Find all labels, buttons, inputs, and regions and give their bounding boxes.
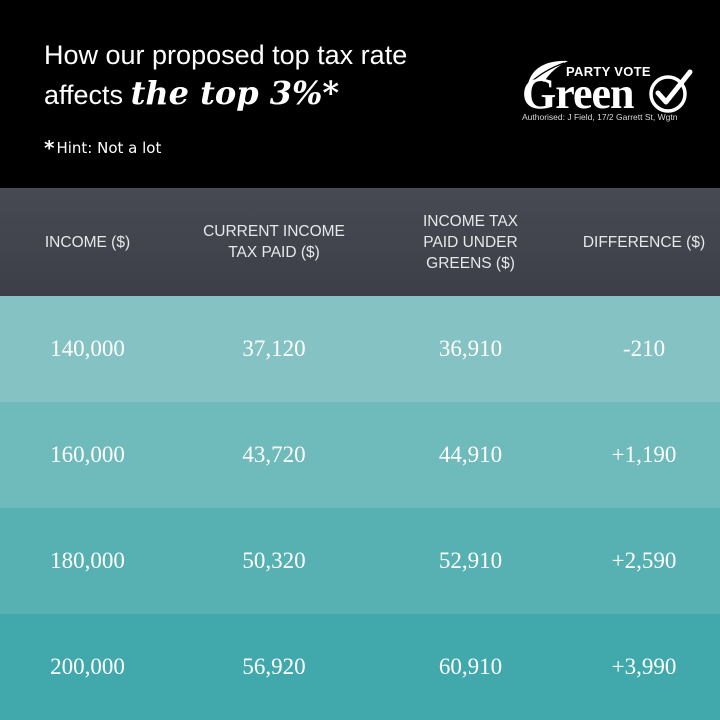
cell-difference: +3,990: [611, 654, 677, 679]
column-header-income: INCOME ($): [44, 233, 131, 251]
table-header: INCOME ($) CURRENT INCOME TAX PAID ($) I…: [0, 188, 720, 296]
column-header-difference: DIFFERENCE ($): [582, 233, 706, 251]
hint-text: Hint: Not a lot: [56, 139, 162, 157]
cell-difference: +1,190: [611, 442, 677, 467]
header: How our proposed top tax rate affects th…: [0, 0, 720, 188]
cell-income: 140,000: [50, 336, 125, 361]
cell-income: 200,000: [50, 654, 125, 679]
table-row: 160,000 43,720 44,910 +1,190: [0, 402, 720, 508]
table-row: 200,000 56,920 60,910 +3,990: [0, 614, 720, 720]
table-row: 180,000 50,320 52,910 +2,590: [0, 508, 720, 614]
headline: How our proposed top tax rate affects th…: [44, 36, 407, 114]
authorisation-statement: Authorised: J Field, 17/2 Garrett St, Wg…: [522, 112, 678, 122]
cell-greens-tax: 44,910: [438, 442, 503, 467]
logo-party-vote: PARTY VOTE: [566, 64, 651, 79]
cell-current-tax: 43,720: [242, 442, 306, 467]
headline-line-2: affects the top 3%*: [44, 74, 407, 114]
cell-greens-tax: 60,910: [438, 654, 503, 679]
cell-greens-tax: 52,910: [438, 548, 503, 573]
cell-current-tax: 37,120: [242, 336, 306, 361]
cell-difference: +2,590: [611, 548, 677, 573]
cell-current-tax: 50,320: [242, 548, 306, 573]
headline-prefix: affects: [44, 80, 131, 110]
cell-greens-tax: 36,910: [438, 336, 503, 361]
headline-line-1: How our proposed top tax rate: [44, 40, 408, 70]
hint: * Hint: Not a lot: [44, 136, 161, 160]
logo-wordmark: Green: [522, 69, 634, 118]
column-header-greens-tax: INCOME TAX PAID UNDER GREENS ($): [422, 212, 519, 272]
cell-current-tax: 56,920: [242, 654, 306, 679]
cell-income: 180,000: [50, 548, 125, 573]
column-header-current-tax: CURRENT INCOME TAX PAID ($): [203, 223, 345, 261]
leaf-icon: [528, 60, 568, 84]
hint-asterisk: *: [44, 136, 55, 160]
green-party-logo: PARTY VOTE Green: [518, 58, 698, 128]
table-row: 140,000 37,120 36,910 -210: [0, 296, 720, 402]
headline-emphasis: the top 3%*: [130, 74, 340, 112]
cell-difference: -210: [622, 336, 666, 361]
checkmark-circle-icon: [649, 69, 693, 113]
cell-income: 160,000: [50, 442, 125, 467]
